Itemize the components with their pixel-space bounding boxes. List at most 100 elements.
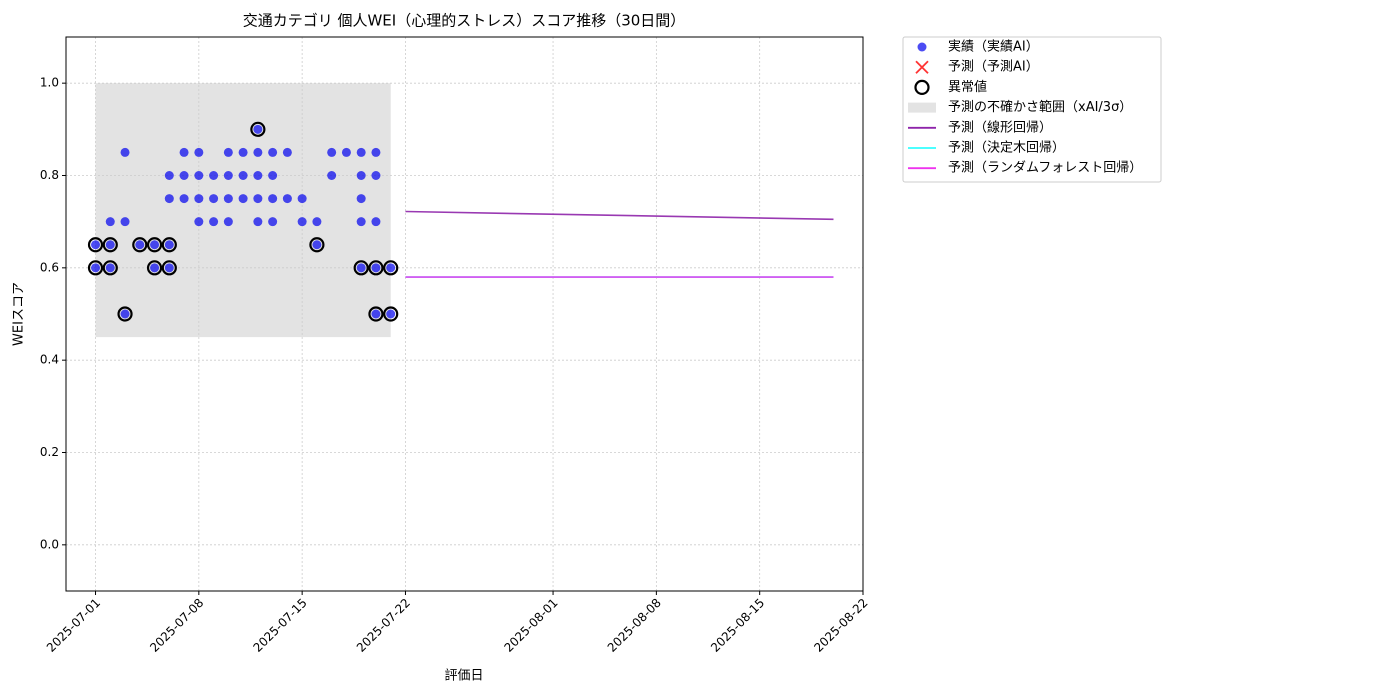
- data-point: [371, 171, 381, 180]
- data-point: [238, 171, 248, 180]
- data-point: [253, 171, 263, 180]
- legend-swatch: [917, 42, 927, 52]
- anomaly-marker: [368, 306, 384, 322]
- anomaly-marker: [146, 260, 163, 276]
- x-tick-label: 2025-08-01: [501, 596, 560, 655]
- data-point: [386, 263, 396, 273]
- anomaly-marker: [383, 260, 399, 276]
- data-point: [297, 217, 307, 227]
- x-tick-label: 2025-08-08: [605, 596, 664, 655]
- data-point: [238, 147, 248, 157]
- data-point: [194, 194, 204, 204]
- data-point: [327, 171, 337, 180]
- y-tick-label: 0.6: [40, 260, 59, 274]
- anomaly-marker: [87, 237, 104, 253]
- data-point: [179, 194, 189, 204]
- legend-swatch: [914, 79, 930, 96]
- data-point: [223, 194, 233, 204]
- anomaly-marker: [146, 237, 163, 253]
- anomaly-marker: [368, 260, 384, 276]
- data-point: [371, 263, 381, 273]
- data-point: [164, 240, 174, 250]
- data-point: [371, 217, 381, 227]
- data-point: [282, 194, 292, 204]
- y-tick-label: 1.0: [40, 76, 59, 90]
- anomaly-marker: [87, 260, 104, 276]
- legend-label: 予測（線形回帰）: [948, 119, 1052, 135]
- data-point: [209, 217, 219, 227]
- legend-swatch: [908, 102, 936, 113]
- data-point: [297, 194, 307, 204]
- data-point: [91, 263, 101, 273]
- y-axis-label: WEIスコア: [12, 282, 27, 346]
- prediction-line: [405, 210, 834, 221]
- legend-label: 異常値: [948, 79, 987, 95]
- data-point: [253, 217, 263, 227]
- data-point: [253, 147, 263, 157]
- anomaly-marker: [102, 237, 118, 253]
- data-point: [120, 147, 130, 157]
- y-tick-label: 0.4: [40, 353, 59, 367]
- legend-box: [902, 36, 1162, 183]
- data-point: [150, 240, 160, 250]
- legend-label: 予測の不確かさ範囲（xAI/3σ）: [948, 99, 1132, 115]
- data-point: [120, 309, 130, 319]
- data-point: [209, 194, 219, 204]
- x-tick-label: 2025-07-22: [354, 596, 413, 655]
- x-tick-label: 2025-07-01: [44, 596, 103, 655]
- data-point: [150, 263, 160, 273]
- legend-label: 予測（ランダムフォレスト回帰）: [948, 160, 1142, 176]
- anomaly-marker: [353, 260, 369, 276]
- x-tick-label: 2025-08-15: [708, 596, 767, 655]
- x-axis-label: 評価日: [444, 669, 483, 684]
- data-point: [268, 147, 278, 157]
- data-point: [164, 171, 174, 180]
- data-point: [120, 217, 130, 227]
- data-point: [105, 240, 115, 250]
- data-point: [209, 171, 219, 180]
- y-tick-label: 0.8: [40, 168, 59, 182]
- data-point: [356, 217, 366, 227]
- data-point: [179, 147, 189, 157]
- data-point: [179, 171, 189, 180]
- legend-label: 予測（決定木回帰）: [948, 140, 1065, 156]
- data-point: [312, 217, 322, 227]
- data-point: [356, 171, 366, 180]
- anomaly-marker: [117, 306, 133, 322]
- data-point: [327, 147, 337, 157]
- data-point: [91, 240, 101, 250]
- data-point: [194, 147, 204, 157]
- data-point: [268, 194, 278, 204]
- plot-frame: [65, 36, 864, 592]
- legend-swatch: [915, 60, 929, 74]
- anomaly-marker: [383, 306, 399, 322]
- data-point: [223, 147, 233, 157]
- data-point: [105, 217, 115, 227]
- data-point: [238, 194, 248, 204]
- legend-label: 実績（実績AI）: [948, 39, 1039, 55]
- data-point: [253, 124, 263, 134]
- data-point: [356, 147, 366, 157]
- data-point: [223, 171, 233, 180]
- data-point: [105, 263, 115, 273]
- x-tick-label: 2025-08-22: [811, 596, 870, 655]
- data-point: [371, 309, 381, 319]
- y-tick-label: 0.2: [40, 445, 59, 459]
- x-tick-label: 2025-07-08: [147, 596, 206, 655]
- uncertainty-band: [95, 83, 391, 338]
- data-point: [356, 194, 366, 204]
- legend-label: 予測（予測AI）: [948, 60, 1039, 75]
- anomaly-marker: [250, 121, 266, 137]
- data-point: [268, 171, 278, 180]
- data-point: [194, 171, 204, 180]
- data-point: [164, 194, 174, 204]
- chart-title: 交通カテゴリ 個人WEI（心理的ストレス）スコア推移（30日間）: [243, 12, 686, 30]
- data-point: [194, 217, 204, 227]
- anomaly-marker: [161, 260, 177, 276]
- data-point: [356, 263, 366, 273]
- anomaly-marker: [309, 237, 325, 253]
- data-point: [268, 217, 278, 227]
- data-point: [371, 147, 381, 157]
- data-point: [223, 217, 233, 227]
